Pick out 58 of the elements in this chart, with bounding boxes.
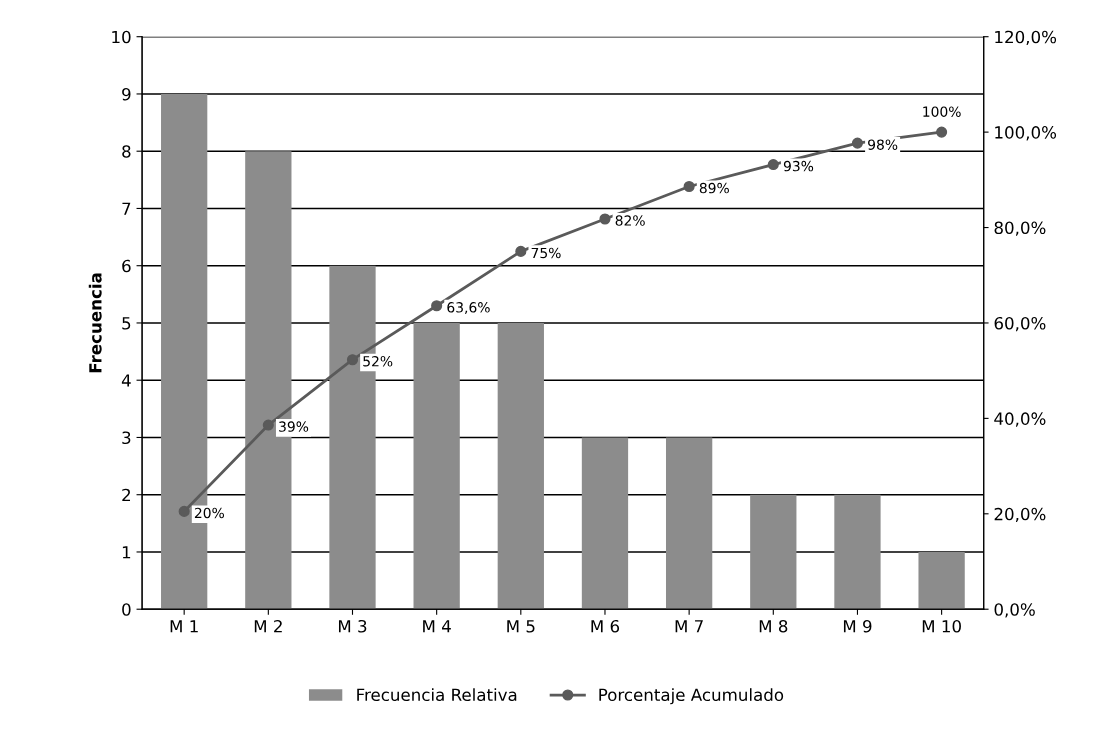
y2-tick-label: 120,0% <box>995 30 1057 45</box>
data-label: 75% <box>531 247 561 259</box>
y-tick-label: 9 <box>122 87 131 101</box>
x-tick-label: M 2 <box>254 619 282 633</box>
data-label: 39% <box>279 421 309 432</box>
bar <box>918 551 965 610</box>
y2-tick-label: 0,0% <box>994 603 1035 618</box>
data-label: 20% <box>194 507 224 519</box>
y-tick-label: 7 <box>122 202 131 215</box>
y2-tick-label: 20,0% <box>994 507 1046 523</box>
x-tick-label: M 9 <box>843 619 872 633</box>
y2-tick-label: 80,0% <box>994 221 1046 236</box>
point <box>262 419 274 431</box>
x-tick-label: M 8 <box>759 619 788 633</box>
x-tick-label: M 10 <box>922 619 961 633</box>
legend-label: Frecuencia Relativa <box>357 688 517 702</box>
x-tick-label: M 7 <box>675 620 703 633</box>
x-tick-label: M 3 <box>338 619 367 633</box>
y-tick-label: 8 <box>122 145 131 158</box>
y-tick-label: 3 <box>122 431 131 445</box>
point <box>767 159 779 171</box>
data-label: 63,6% <box>447 302 490 315</box>
point <box>178 505 190 517</box>
bar <box>581 437 629 610</box>
y2-tick-label: 60,0% <box>994 316 1046 332</box>
bar <box>665 437 713 610</box>
x-tick-label: M 4 <box>423 620 451 633</box>
point <box>599 213 611 225</box>
point <box>851 137 864 149</box>
y-tick-label: 10 <box>112 30 131 44</box>
data-label: 98% <box>868 139 898 150</box>
y-tick-label: 0 <box>122 603 131 616</box>
bar <box>834 494 881 610</box>
y-tick-label: 5 <box>122 317 131 330</box>
bar <box>413 322 460 610</box>
y-tick-label: 6 <box>122 259 131 273</box>
y2-tick-label: 100,0% <box>995 126 1057 141</box>
bar <box>750 494 797 610</box>
y-tick-label: 1 <box>122 546 131 559</box>
point <box>346 354 359 366</box>
x-tick-label: M 6 <box>591 619 620 633</box>
point <box>936 126 948 138</box>
x-tick-label: M 5 <box>507 620 535 633</box>
x-tick-label: M 1 <box>170 620 198 633</box>
y2-tick-label: 40,0% <box>994 412 1046 427</box>
data-label: 100% <box>923 106 961 117</box>
data-label: 89% <box>699 182 729 194</box>
y-axis-title: Frecuencia <box>88 273 102 373</box>
point <box>431 300 443 312</box>
point <box>683 180 695 193</box>
data-label: 52% <box>363 356 393 367</box>
y-tick-label: 4 <box>121 374 131 387</box>
bar <box>497 322 544 610</box>
legend-label: Porcentaje Acumulado <box>599 688 784 705</box>
y-tick-label: 2 <box>122 488 130 502</box>
data-label: 82% <box>615 215 645 226</box>
point <box>515 245 527 257</box>
data-label: 93% <box>783 160 814 172</box>
